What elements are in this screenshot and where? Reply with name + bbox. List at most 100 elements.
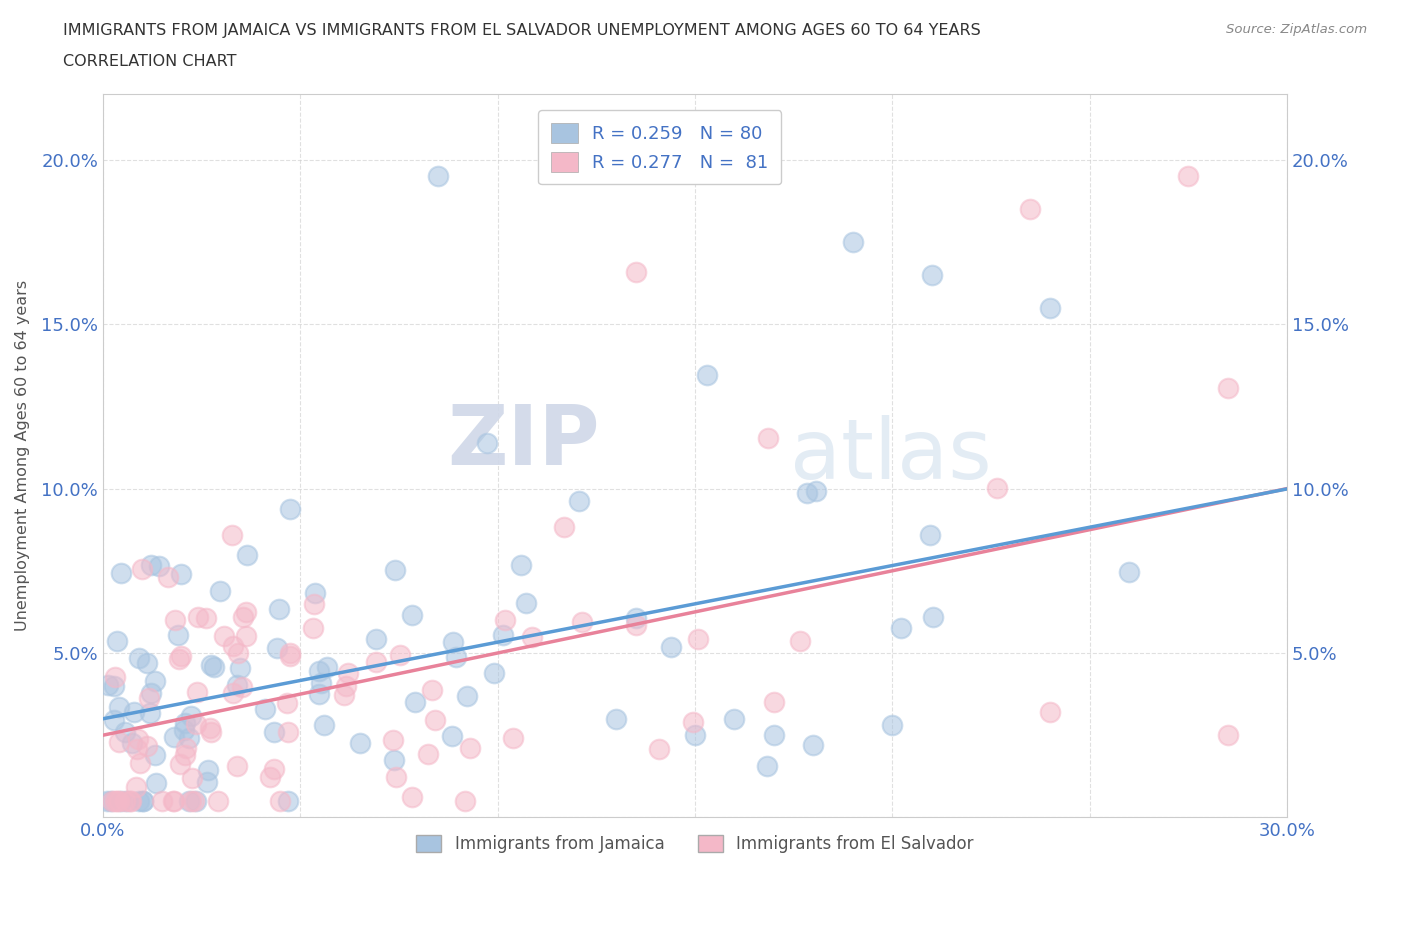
Point	[723, 711, 745, 726]
Point	[200, 721, 222, 736]
Point	[235, 604, 257, 619]
Point	[122, 705, 145, 720]
Point	[222, 639, 245, 654]
Point	[118, 793, 141, 808]
Point	[107, 735, 129, 750]
Point	[231, 680, 253, 695]
Point	[114, 724, 136, 739]
Point	[132, 793, 155, 808]
Point	[162, 793, 184, 808]
Point	[661, 640, 683, 655]
Point	[382, 752, 405, 767]
Point	[169, 756, 191, 771]
Point	[1177, 169, 1199, 184]
Point	[648, 742, 671, 757]
Point	[174, 747, 197, 762]
Point	[186, 793, 208, 808]
Y-axis label: Unemployment Among Ages 60 to 64 years: Unemployment Among Ages 60 to 64 years	[15, 280, 30, 631]
Point	[456, 688, 478, 703]
Point	[221, 527, 243, 542]
Point	[458, 740, 481, 755]
Point	[200, 724, 222, 739]
Point	[804, 484, 827, 498]
Point	[135, 738, 157, 753]
Point	[494, 612, 516, 627]
Point	[446, 649, 468, 664]
Point	[104, 670, 127, 684]
Point	[145, 748, 167, 763]
Point	[97, 677, 120, 692]
Point	[568, 494, 591, 509]
Point	[180, 770, 202, 785]
Point	[120, 793, 142, 808]
Point	[139, 558, 162, 573]
Point	[441, 728, 464, 743]
Point	[314, 717, 336, 732]
Point	[801, 737, 824, 752]
Point	[96, 793, 118, 808]
Point	[423, 712, 446, 727]
Point	[441, 634, 464, 649]
Point	[141, 685, 163, 700]
Point	[278, 648, 301, 663]
Point	[418, 747, 440, 762]
Point	[1216, 380, 1239, 395]
Point	[1118, 565, 1140, 579]
Point	[173, 723, 195, 737]
Point	[180, 709, 202, 724]
Point	[103, 712, 125, 727]
Point	[202, 659, 225, 674]
Point	[278, 501, 301, 516]
Point	[148, 559, 170, 574]
Point	[197, 775, 219, 790]
Point	[1039, 300, 1062, 315]
Point	[105, 793, 128, 808]
Point	[177, 793, 200, 808]
Point	[183, 793, 205, 808]
Point	[110, 565, 132, 580]
Point	[110, 793, 132, 808]
Point	[170, 567, 193, 582]
Point	[302, 620, 325, 635]
Point	[427, 169, 450, 184]
Point	[553, 519, 575, 534]
Point	[114, 793, 136, 808]
Point	[277, 724, 299, 739]
Point	[364, 631, 387, 646]
Point	[626, 610, 648, 625]
Point	[401, 790, 423, 804]
Point	[302, 597, 325, 612]
Text: CORRELATION CHART: CORRELATION CHART	[63, 54, 236, 69]
Point	[420, 683, 443, 698]
Point	[1019, 202, 1042, 217]
Text: Source: ZipAtlas.com: Source: ZipAtlas.com	[1226, 23, 1367, 36]
Point	[682, 714, 704, 729]
Point	[163, 613, 186, 628]
Point	[349, 736, 371, 751]
Point	[100, 793, 122, 808]
Point	[624, 618, 647, 632]
Point	[1039, 705, 1062, 720]
Point	[276, 696, 298, 711]
Point	[207, 793, 229, 808]
Point	[921, 268, 943, 283]
Point	[277, 793, 299, 808]
Point	[162, 793, 184, 808]
Point	[890, 621, 912, 636]
Point	[195, 610, 218, 625]
Point	[266, 641, 288, 656]
Point	[571, 615, 593, 630]
Text: IMMIGRANTS FROM JAMAICA VS IMMIGRANTS FROM EL SALVADOR UNEMPLOYMENT AMONG AGES 6: IMMIGRANTS FROM JAMAICA VS IMMIGRANTS FR…	[63, 23, 981, 38]
Point	[235, 628, 257, 643]
Point	[278, 646, 301, 661]
Point	[756, 431, 779, 445]
Point	[108, 793, 131, 808]
Point	[108, 699, 131, 714]
Point	[316, 659, 339, 674]
Point	[384, 563, 406, 578]
Point	[121, 736, 143, 751]
Point	[208, 583, 231, 598]
Point	[143, 673, 166, 688]
Point	[624, 264, 647, 279]
Point	[842, 234, 865, 249]
